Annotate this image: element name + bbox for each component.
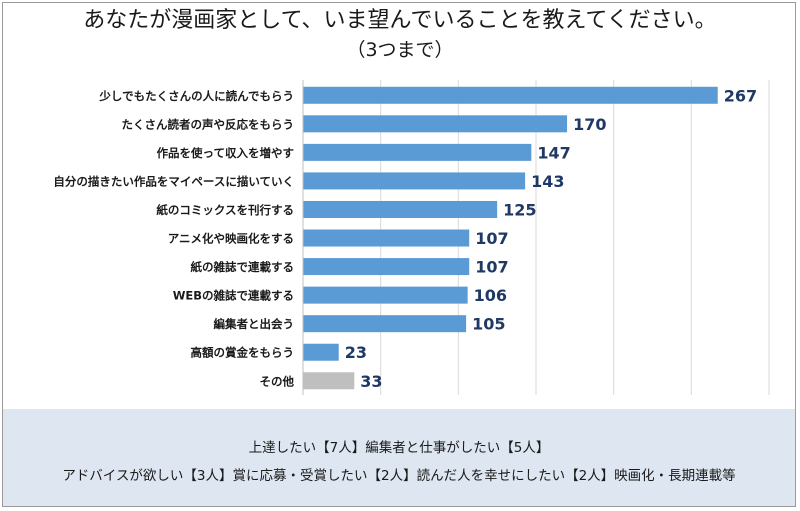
bar: [303, 315, 467, 333]
value-label: 143: [531, 172, 564, 191]
bar: [303, 115, 568, 133]
bar: [303, 229, 470, 247]
category-label: 紙の雑誌で連載する: [191, 260, 295, 274]
value-label: 125: [503, 200, 536, 219]
bar: [303, 143, 532, 161]
category-label: 編集者と出会う: [214, 317, 295, 331]
bar: [303, 343, 339, 361]
category-label: その他: [260, 374, 295, 388]
category-label: 高額の賞金をもらう: [191, 346, 295, 360]
value-label: 147: [537, 143, 570, 162]
notes-box: 上達したい【7人】編集者と仕事がしたい【5人】 アドバイスが欲しい【3人】賞に応…: [3, 409, 795, 506]
bar: [303, 372, 355, 390]
value-label: 107: [475, 258, 508, 277]
note-line-1: 上達したい【7人】編集者と仕事がしたい【5人】: [248, 440, 550, 456]
category-label: 少しでもたくさんの人に読んでもらう: [98, 89, 294, 103]
value-label: 105: [472, 315, 505, 334]
bar-chart: 少しでもたくさんの人に読んでもらう 267 たくさん読者の声や反応をもらう 170 作品…: [53, 80, 770, 395]
bar: [303, 86, 718, 104]
category-label: アニメ化や映画化をする: [168, 232, 294, 246]
bar: [303, 200, 498, 218]
chart-title: あなたが漫画家として、いま望んでいることを教えてください。: [83, 8, 717, 33]
value-label: 106: [474, 286, 507, 305]
category-label: WEBの雑誌で連載する: [173, 289, 294, 303]
category-label: たくさん読者の声や反応をもらう: [122, 117, 295, 131]
value-label: 23: [345, 343, 367, 362]
category-label: 自分の描きたい作品をマイペースに描いていく: [53, 174, 294, 188]
category-label: 紙のコミックスを刊行する: [156, 203, 294, 217]
note-line-2: アドバイスが欲しい【3人】賞に応募・受賞したい【2人】読んだ人を幸せにしたい【2…: [62, 468, 736, 484]
bar: [303, 172, 526, 190]
chart-subtitle: （3つまで）: [346, 39, 454, 61]
bar: [303, 286, 468, 304]
value-label: 170: [573, 115, 606, 134]
value-label: 33: [360, 372, 382, 391]
bar: [303, 258, 470, 276]
category-label: 作品を使って収入を増やす: [157, 146, 294, 160]
value-label: 267: [724, 86, 757, 105]
value-label: 107: [475, 229, 508, 248]
